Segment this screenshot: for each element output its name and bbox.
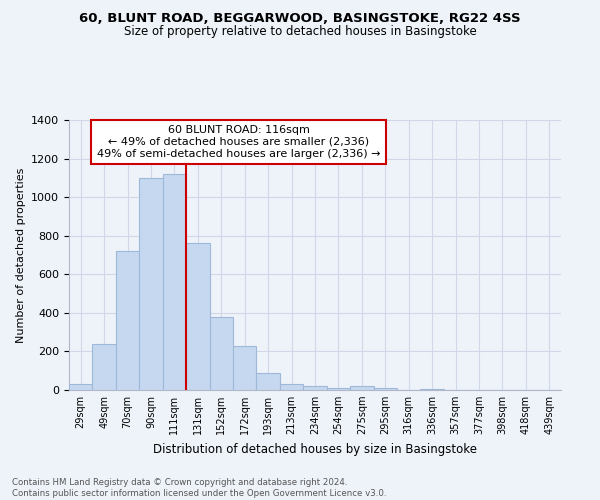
- Bar: [209, 316, 233, 390]
- Bar: [374, 388, 397, 390]
- Bar: [116, 251, 139, 390]
- Text: 60, BLUNT ROAD, BEGGARWOOD, BASINGSTOKE, RG22 4SS: 60, BLUNT ROAD, BEGGARWOOD, BASINGSTOKE,…: [79, 12, 521, 26]
- Bar: [327, 388, 350, 390]
- Bar: [139, 178, 163, 390]
- Bar: [280, 384, 303, 390]
- Bar: [350, 386, 374, 390]
- Bar: [303, 386, 327, 390]
- Bar: [69, 384, 92, 390]
- Text: 60 BLUNT ROAD: 116sqm
← 49% of detached houses are smaller (2,336)
49% of semi-d: 60 BLUNT ROAD: 116sqm ← 49% of detached …: [97, 126, 380, 158]
- Bar: [92, 344, 116, 390]
- Bar: [256, 372, 280, 390]
- X-axis label: Distribution of detached houses by size in Basingstoke: Distribution of detached houses by size …: [153, 442, 477, 456]
- Bar: [163, 174, 186, 390]
- Y-axis label: Number of detached properties: Number of detached properties: [16, 168, 26, 342]
- Text: Contains HM Land Registry data © Crown copyright and database right 2024.
Contai: Contains HM Land Registry data © Crown c…: [12, 478, 386, 498]
- Bar: [233, 346, 256, 390]
- Bar: [421, 389, 444, 390]
- Text: Size of property relative to detached houses in Basingstoke: Size of property relative to detached ho…: [124, 25, 476, 38]
- Bar: [186, 244, 209, 390]
